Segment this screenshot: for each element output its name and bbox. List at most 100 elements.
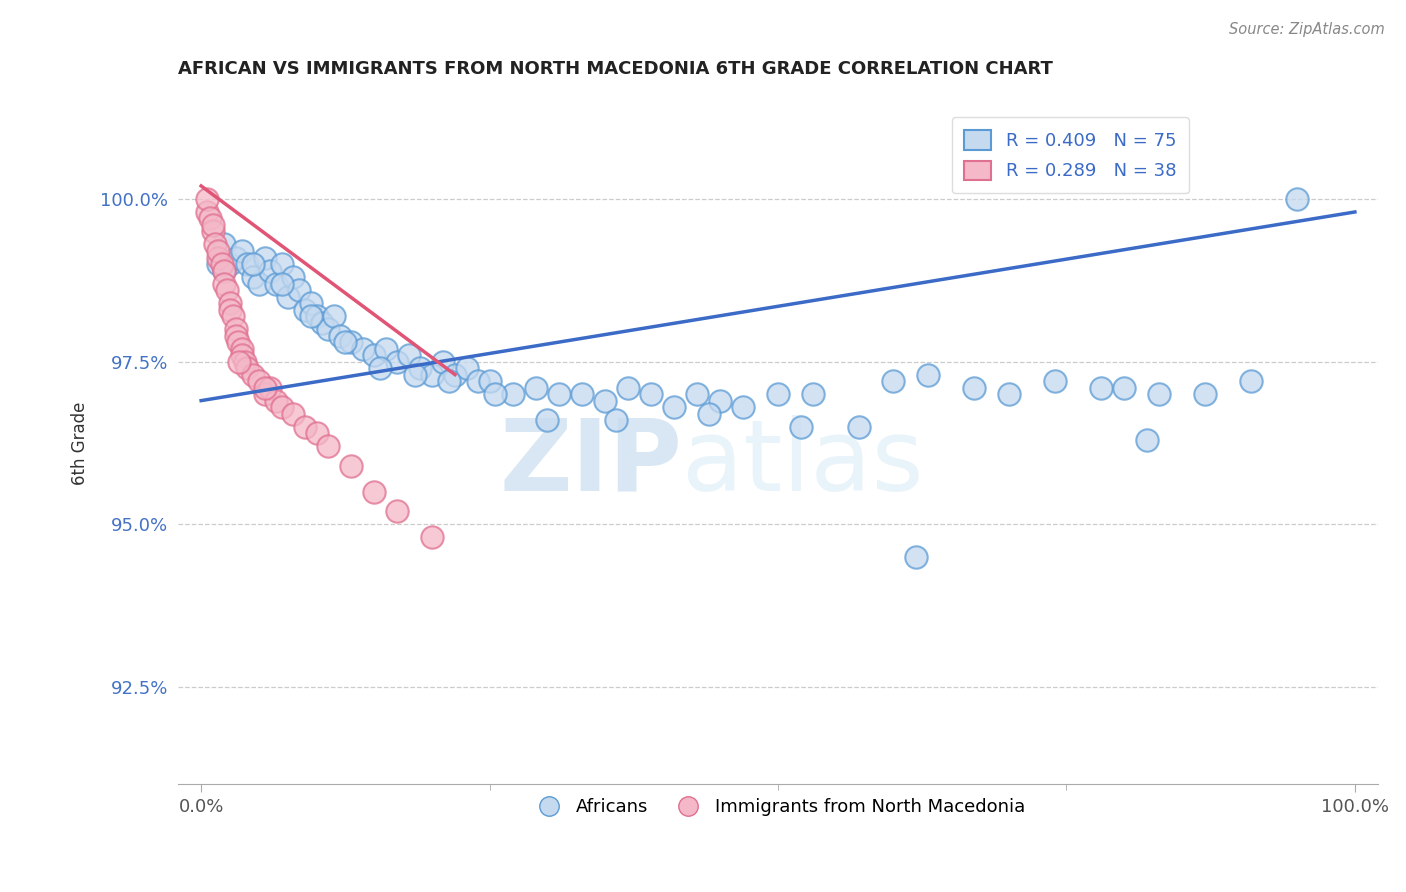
Point [219,302,242,317]
Point [1114,381,1136,395]
Point [432,354,454,368]
Point [664,400,686,414]
Point [204,237,226,252]
Point [242,368,264,382]
Point [264,277,287,291]
Point [231,244,253,258]
Point [277,289,299,303]
Point [686,387,709,401]
Point [997,387,1019,401]
Point [200,211,222,226]
Point [236,257,259,271]
Point [374,342,396,356]
Point [322,309,344,323]
Point [288,283,311,297]
Point [398,348,420,362]
Point [233,354,256,368]
Point [484,387,506,401]
Point [340,334,363,349]
Point [848,419,870,434]
Point [253,387,276,401]
Text: atlas: atlas [682,415,924,512]
Point [222,309,245,323]
Point [212,263,235,277]
Point [219,257,242,271]
Point [593,393,616,408]
Point [409,361,432,376]
Point [640,387,662,401]
Point [1136,433,1159,447]
Point [226,334,249,349]
Point [242,257,264,271]
Point [212,237,235,252]
Point [311,316,333,330]
Point [215,283,238,297]
Point [201,218,224,232]
Point [247,374,270,388]
Point [605,413,627,427]
Point [294,302,316,317]
Point [236,361,259,376]
Point [387,354,409,368]
Point [316,322,339,336]
Point [271,400,294,414]
Point [340,458,363,473]
Point [456,361,478,376]
Point [228,354,250,368]
Point [283,270,305,285]
Point [697,407,720,421]
Point [271,277,294,291]
Point [801,387,824,401]
Point [211,257,233,271]
Point [271,257,294,271]
Point [195,192,218,206]
Point [225,328,247,343]
Point [363,348,385,362]
Point [571,387,593,401]
Point [766,387,789,401]
Point [420,530,443,544]
Point [212,263,235,277]
Point [212,277,235,291]
Point [917,368,939,382]
Point [1147,387,1170,401]
Point [225,251,247,265]
Point [1043,374,1066,388]
Point [352,342,374,356]
Point [316,439,339,453]
Point [368,361,391,376]
Point [207,251,229,265]
Point [264,393,287,408]
Point [882,374,904,388]
Point [253,251,276,265]
Point [404,368,426,382]
Point [1090,381,1112,395]
Point [195,205,218,219]
Y-axis label: 6th Grade: 6th Grade [72,401,89,484]
Point [283,407,305,421]
Point [225,322,247,336]
Point [1240,374,1263,388]
Point [547,387,569,401]
Point [259,263,281,277]
Text: Source: ZipAtlas.com: Source: ZipAtlas.com [1229,22,1385,37]
Point [478,374,501,388]
Point [299,296,322,310]
Point [299,309,322,323]
Point [963,381,986,395]
Point [444,368,467,382]
Point [502,387,524,401]
Point [905,549,928,564]
Point [1194,387,1216,401]
Legend: Africans, Immigrants from North Macedonia: Africans, Immigrants from North Macedoni… [523,791,1032,823]
Point [790,419,813,434]
Point [617,381,640,395]
Point [467,374,489,388]
Point [305,309,328,323]
Point [231,342,253,356]
Title: AFRICAN VS IMMIGRANTS FROM NORTH MACEDONIA 6TH GRADE CORRELATION CHART: AFRICAN VS IMMIGRANTS FROM NORTH MACEDON… [179,60,1053,78]
Point [1286,192,1309,206]
Point [387,504,409,518]
Point [201,225,224,239]
Point [231,348,253,362]
